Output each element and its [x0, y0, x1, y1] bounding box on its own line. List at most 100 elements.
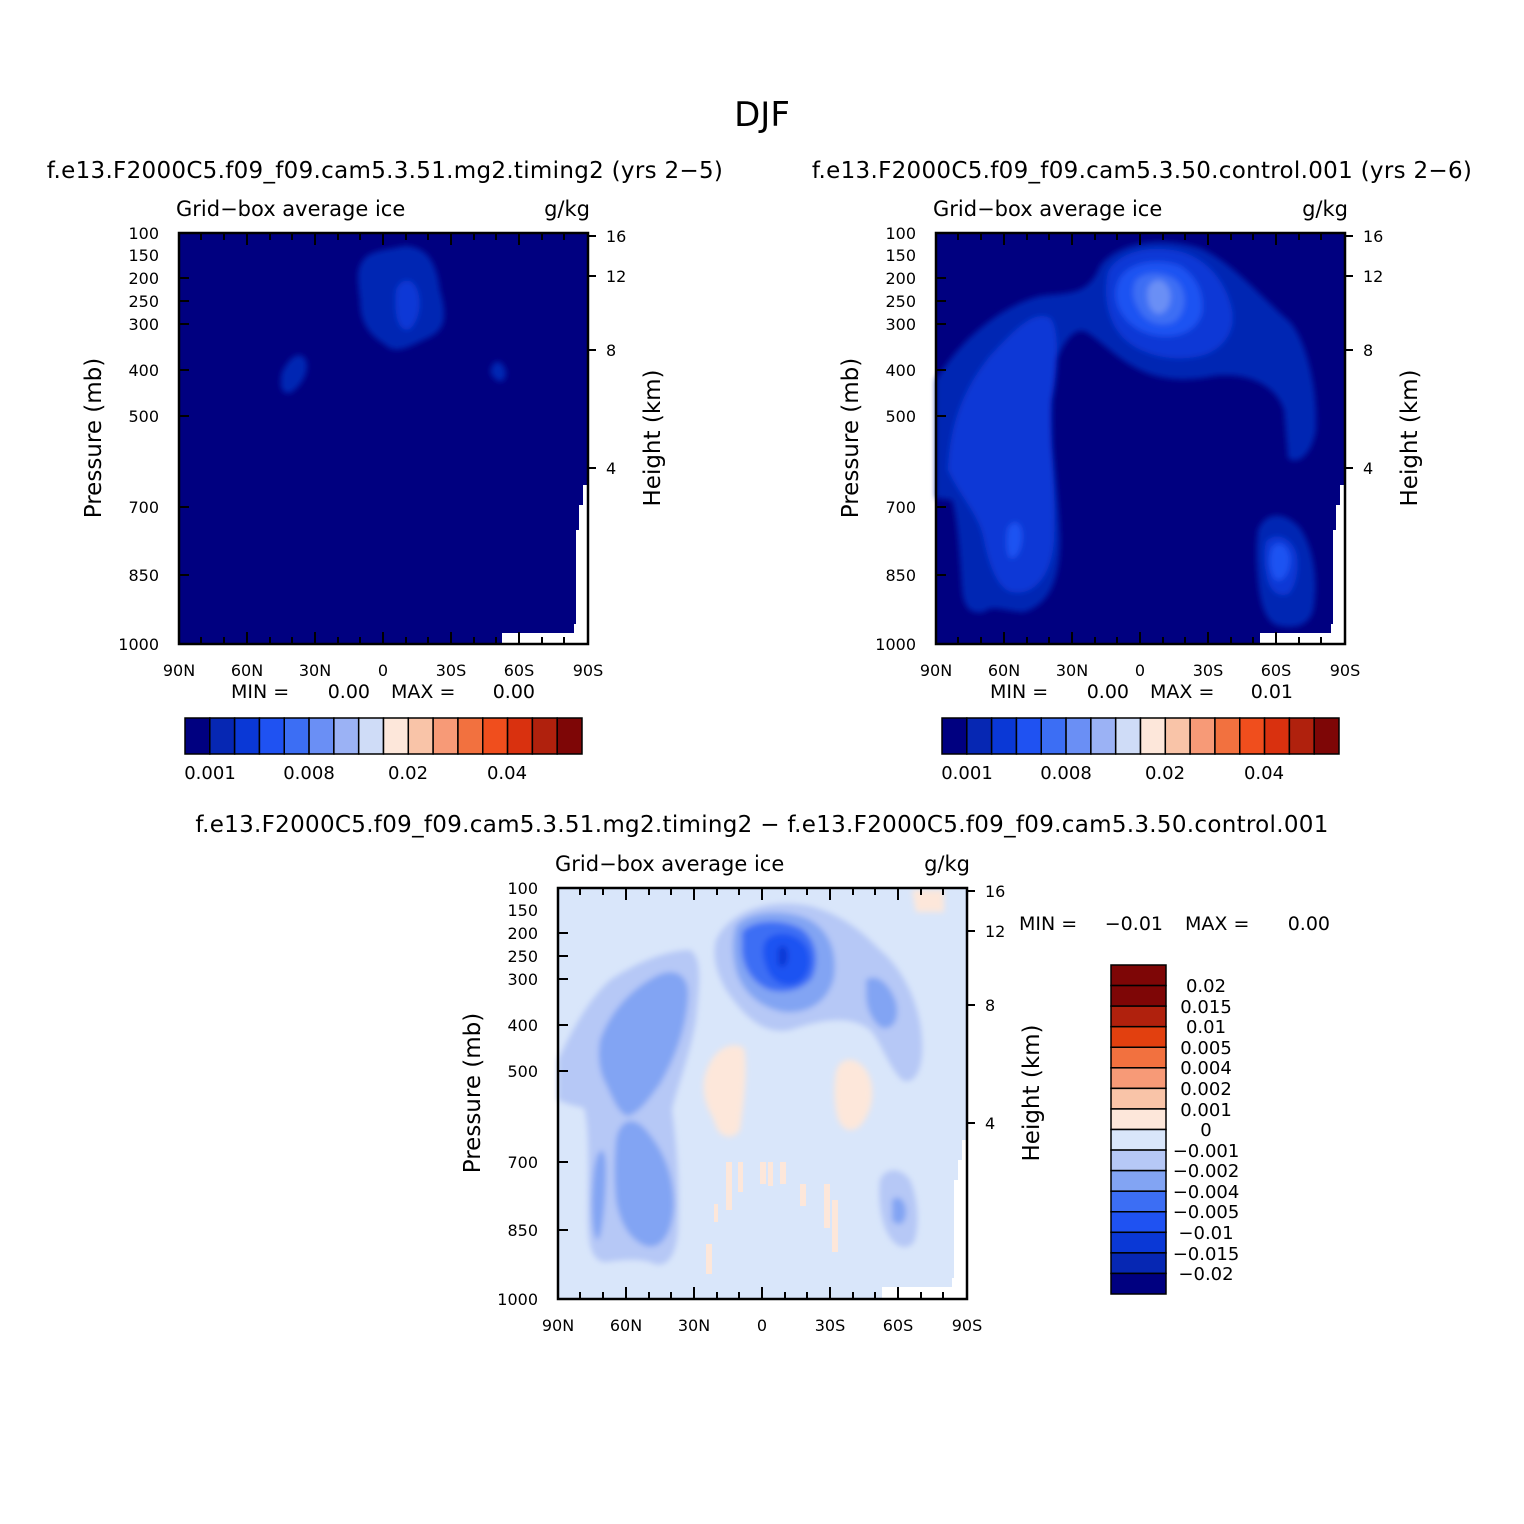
diff-field-label: Grid−box average ice [555, 852, 784, 876]
p-tick: 700 [885, 498, 916, 517]
diff-header: f.e13.F2000C5.f09_f09.cam5.3.51.mg2.timi… [195, 812, 1328, 838]
lat-tick: 60N [231, 661, 263, 680]
panel-timing2: Grid−box average ice g/kg 100 150 200 [81, 197, 666, 784]
lat-tick: 90S [573, 661, 604, 680]
colorbar-swatch [209, 717, 236, 755]
h-tick: 16 [606, 227, 626, 246]
panel1-minmax: MIN = 0.00 MAX = 0.00 [231, 681, 535, 703]
panel1-lat-labels: 90N 60N 30N 0 30S 60S 90S [163, 661, 603, 680]
colorbar-swatch [1110, 1046, 1167, 1069]
diff-ticks [558, 888, 975, 1299]
panel1-upper-core [395, 280, 420, 330]
colorbar-swatch [1110, 1108, 1167, 1131]
p-tick: 700 [128, 498, 159, 517]
min-label: MIN = [231, 681, 289, 703]
cb-label: 0.004 [1180, 1058, 1232, 1079]
diff-minmax: MIN = −0.01 MAX = 0.00 [1019, 913, 1330, 935]
p-tick: 300 [507, 970, 538, 989]
cb-label: −0.015 [1173, 1244, 1240, 1265]
diff-y2label: Height (km) [1019, 1024, 1045, 1161]
cb-label: 0.001 [184, 763, 236, 784]
h-tick: 16 [985, 882, 1005, 901]
min-value: 0.00 [1087, 681, 1129, 703]
p-tick: 300 [885, 315, 916, 334]
colorbar-swatch [184, 717, 211, 755]
h-tick: 16 [1363, 227, 1383, 246]
panel2-y2label: Height (km) [1397, 369, 1423, 506]
diff-pos-2 [834, 1059, 873, 1131]
panel2-ylabel: Pressure (mb) [838, 358, 864, 518]
panel1-pressure-labels: 100 150 200 250 300 400 500 700 850 1000 [118, 224, 159, 654]
cb-label: −0.005 [1173, 1202, 1240, 1223]
panel1-patch-nh [280, 355, 307, 394]
diff-plot-area [556, 886, 975, 1301]
min-value: 0.00 [328, 681, 370, 703]
cb-label: 0.01 [1186, 1017, 1226, 1038]
panel2-minmax: MIN = 0.00 MAX = 0.01 [990, 681, 1293, 703]
p-tick: 500 [885, 407, 916, 426]
diff-units: g/kg [924, 852, 970, 876]
p-tick: 100 [885, 224, 916, 243]
lat-tick: 90S [952, 1316, 983, 1335]
lat-tick: 0 [1135, 661, 1145, 680]
colorbar-swatch [556, 717, 583, 755]
h-tick: 4 [985, 1114, 995, 1133]
diff-surface-mask [882, 1140, 967, 1299]
h-tick: 8 [985, 996, 995, 1015]
panel1-surface-mask [502, 485, 588, 645]
panel1-y2label: Height (km) [640, 369, 666, 506]
cb-label: 0.02 [388, 763, 428, 784]
lat-tick: 60S [883, 1316, 914, 1335]
panel2-colorbar-labels: 0.001 0.008 0.02 0.04 [941, 763, 1284, 784]
p-tick: 250 [128, 292, 159, 311]
colorbar-swatch [308, 717, 335, 755]
colorbar-swatch [1110, 1025, 1167, 1048]
colorbar-swatch [357, 717, 385, 755]
colorbar-swatch [258, 717, 286, 755]
p-tick: 850 [885, 566, 916, 585]
max-value: 0.00 [493, 681, 535, 703]
max-label: MAX = [391, 681, 455, 703]
diff-lat-labels: 90N 60N 30N 0 30S 60S 90S [542, 1316, 982, 1335]
colorbar-swatch [283, 717, 310, 755]
colorbar-swatch [1110, 1169, 1167, 1192]
h-tick: 12 [606, 267, 626, 286]
cb-label: 0.002 [1180, 1079, 1232, 1100]
lat-tick: 0 [378, 661, 388, 680]
cb-label: −0.001 [1173, 1141, 1240, 1162]
colorbar-swatch [233, 717, 261, 755]
panel-control: Grid−box average ice g/kg [838, 197, 1423, 784]
colorbar-swatch [1040, 717, 1067, 755]
diff-colorbar-labels: 0.02 0.015 0.01 0.005 0.004 0.002 0.001 … [1173, 976, 1240, 1285]
diff-upper-dot [778, 945, 788, 967]
p-tick: 100 [507, 879, 538, 898]
p-tick: 500 [128, 407, 159, 426]
panel1-units: g/kg [544, 197, 590, 221]
h-tick: 4 [1363, 459, 1373, 478]
p-tick: 1000 [875, 635, 916, 654]
colorbar-swatch [506, 717, 534, 755]
min-label: MIN = [990, 681, 1048, 703]
cb-label: 0.008 [283, 763, 335, 784]
diff-pressure-labels: 100 150 200 250 300 400 500 700 850 1000 [497, 879, 538, 1309]
cb-label: 0 [1200, 1120, 1211, 1141]
panel2-units: g/kg [1302, 197, 1348, 221]
h-tick: 12 [1363, 267, 1383, 286]
cb-label: −0.004 [1173, 1182, 1240, 1203]
min-label: MIN = [1019, 913, 1077, 935]
panel1-minor-ticks [200, 233, 565, 644]
colorbar-swatch [432, 717, 459, 755]
panel2-pressure-labels: 100 150 200 250 300 400 500 700 850 1000 [875, 224, 916, 654]
h-tick: 4 [606, 459, 616, 478]
colorbar-swatch [1164, 717, 1191, 755]
p-tick: 400 [128, 361, 159, 380]
panel-difference: Grid−box average ice g/kg [460, 852, 1330, 1335]
panel1-ylabel: Pressure (mb) [81, 358, 107, 518]
diff-minor-ticks [579, 888, 944, 1299]
cb-label: −0.01 [1178, 1223, 1233, 1244]
cb-label: −0.002 [1173, 1161, 1240, 1182]
diff-nh-lower-mid [614, 1121, 674, 1247]
lat-tick: 0 [757, 1316, 767, 1335]
panel2-header: f.e13.F2000C5.f09_f09.cam5.3.50.control.… [812, 158, 1472, 184]
lat-tick: 30S [436, 661, 467, 680]
